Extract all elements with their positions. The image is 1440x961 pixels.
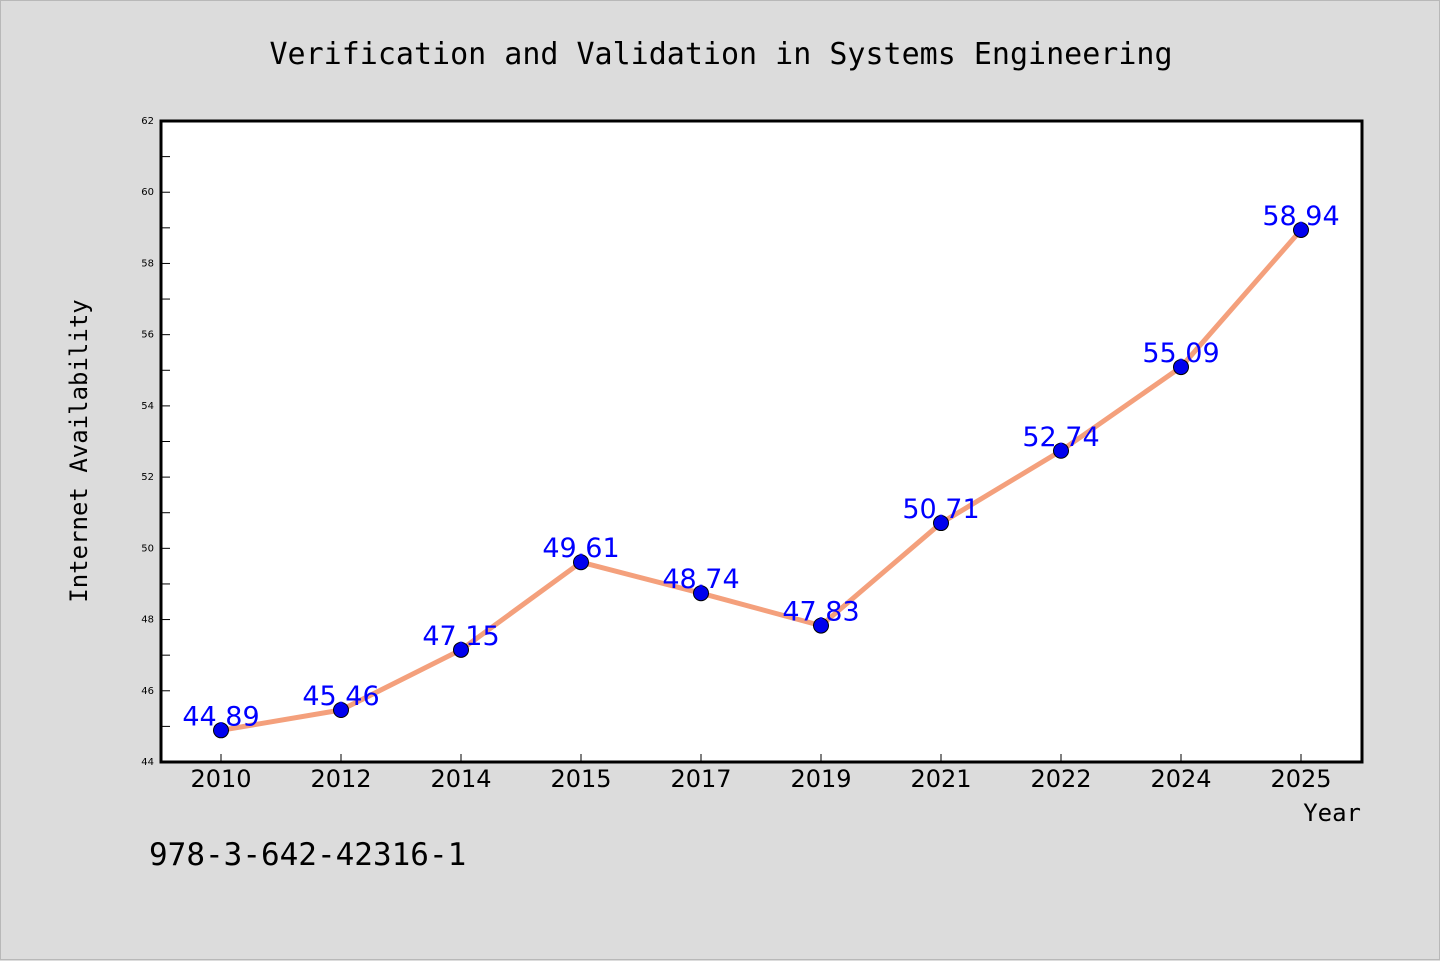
x-tick-label: 2017 xyxy=(670,765,731,793)
y-tick-label: 60 xyxy=(141,187,154,198)
series-line xyxy=(218,227,1304,733)
data-point-2017 xyxy=(693,585,709,602)
x-tick-label: 2024 xyxy=(1150,765,1211,793)
y-tick-label: 56 xyxy=(141,330,154,341)
data-point-2012 xyxy=(333,702,349,719)
series-line-group xyxy=(218,227,1304,733)
x-tick-label: 2010 xyxy=(190,765,251,793)
data-label-2012: 45.46 xyxy=(302,681,379,712)
y-tick-label: 44 xyxy=(141,757,154,768)
data-label-2014: 47.15 xyxy=(422,621,499,652)
y-tick-label: 62 xyxy=(141,116,154,127)
chart-title: Verification and Validation in Systems E… xyxy=(269,37,1172,72)
data-label-2010: 44.89 xyxy=(182,701,259,732)
y-tick-label: 46 xyxy=(141,686,154,697)
data-point-2010 xyxy=(213,722,229,739)
data-label-2024: 55.09 xyxy=(1142,338,1219,369)
x-tick-label: 2025 xyxy=(1270,765,1331,793)
data-label-2022: 52.74 xyxy=(1022,422,1099,453)
y-axis: 44 46 48 50 52 54 56 58 60 62 xyxy=(141,116,170,768)
plot-area xyxy=(159,119,1364,764)
data-point-2014 xyxy=(453,641,469,658)
data-point-2024 xyxy=(1173,359,1189,376)
data-label-2025: 58.94 xyxy=(1262,201,1339,232)
y-tick-label: 50 xyxy=(141,543,154,554)
x-tick-label: 2021 xyxy=(910,765,971,793)
data-point-2022 xyxy=(1053,442,1069,459)
data-point-2019 xyxy=(813,617,829,634)
y-tick-label: 48 xyxy=(141,615,154,626)
x-tick-label: 2014 xyxy=(430,765,491,793)
data-label-2017: 48.74 xyxy=(662,564,739,595)
data-point-2021 xyxy=(933,515,949,532)
x-tick-label: 2015 xyxy=(550,765,611,793)
x-axis: 2010 2012 2014 2015 2017 2019 2021 2022 2024 2025 xyxy=(190,754,1332,793)
y-tick-label: 54 xyxy=(141,401,154,412)
value-labels-group: 44.89 45.46 47.15 49.61 48.74 47.83 50.71 52.74… xyxy=(182,201,1339,732)
x-tick-label: 2019 xyxy=(790,765,851,793)
y-axis-label: Internet Availability xyxy=(65,299,93,602)
data-label-2021: 50.71 xyxy=(902,494,979,525)
x-axis-label: Year xyxy=(1303,799,1361,827)
data-label-2015: 49.61 xyxy=(542,533,619,564)
data-point-2025 xyxy=(1293,221,1309,238)
x-tick-label: 2022 xyxy=(1030,765,1091,793)
y-tick-label: 58 xyxy=(141,258,154,269)
footer-isbn: 978-3-642-42316-1 xyxy=(149,837,466,873)
data-label-2019: 47.83 xyxy=(782,597,859,628)
markers-group xyxy=(213,221,1309,739)
data-point-2015 xyxy=(573,554,589,571)
y-tick-label: 52 xyxy=(141,472,154,483)
x-tick-label: 2012 xyxy=(310,765,371,793)
